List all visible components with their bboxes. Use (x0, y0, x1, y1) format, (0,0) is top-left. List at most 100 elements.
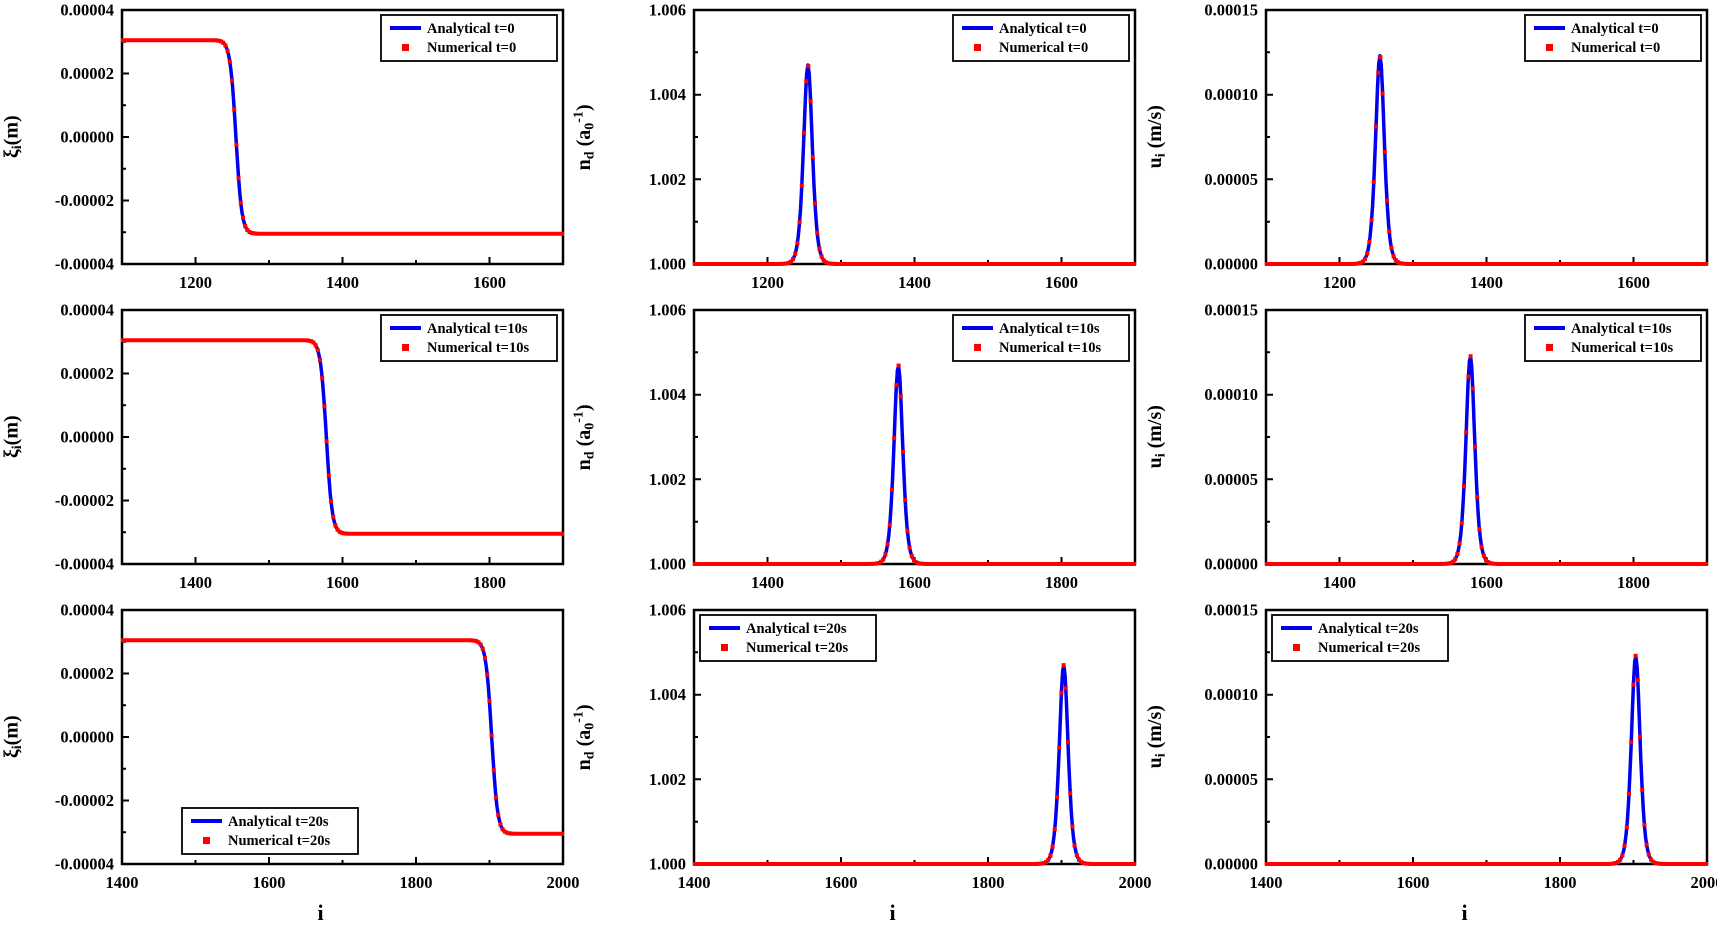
y-tick-label: 0.00010 (1204, 685, 1258, 704)
y-tick-label: 0.00015 (1204, 301, 1258, 320)
x-tick-label: 1200 (751, 273, 784, 292)
y-axis-label-text: nd (a0-1) (572, 404, 599, 470)
x-tick-label: 1600 (898, 573, 931, 592)
y-tick-label: 1.000 (649, 255, 686, 274)
x-tick-label: 2000 (1691, 873, 1717, 892)
y-tick-label: 0.00004 (60, 301, 114, 320)
y-tick-label: 0.00000 (60, 128, 114, 147)
y-tick-label: 0.00004 (60, 601, 114, 620)
y-tick-label: 0.00005 (1204, 170, 1258, 189)
legend-square-sample (974, 44, 981, 51)
y-axis-label-text: ui (m/s) (1144, 105, 1170, 168)
legend-square-sample (1546, 44, 1553, 51)
y-axis-label: ui (m/s) (1144, 300, 1170, 574)
x-tick-label: 1600 (1045, 273, 1078, 292)
chart-svg: 14001600180020000.000000.000050.000100.0… (1170, 600, 1715, 900)
y-tick-label: -0.00002 (55, 191, 114, 210)
x-tick-label: 1400 (1470, 273, 1503, 292)
chart-cell-ui-t20s: ui (m/s) 14001600180020000.000000.000050… (1144, 600, 1716, 921)
legend-square-sample (1546, 344, 1553, 351)
y-tick-label: 1.000 (649, 855, 686, 874)
legend: Analytical t=20s Numerical t=20s (1272, 615, 1448, 661)
legend-square-sample (402, 44, 409, 51)
x-tick-label: 1800 (473, 573, 506, 592)
x-tick-label: 1600 (1617, 273, 1650, 292)
y-axis-label: ξi(m) (0, 300, 26, 574)
y-tick-label: 0.00015 (1204, 1, 1258, 20)
y-tick-label: 0.00002 (60, 64, 114, 83)
legend-label-numerical: Numerical t=20s (746, 640, 848, 656)
y-axis-label-text: ui (m/s) (1144, 705, 1170, 768)
y-tick-label: 1.004 (649, 685, 686, 704)
legend-square-sample (203, 837, 210, 844)
legend-label-analytical: Analytical t=20s (1318, 621, 1419, 637)
y-axis-label-text: ξi(m) (0, 716, 26, 759)
chart-cell-xi-t10s: ξi(m) 1400 1600 1800 -0.00004 -0.00002 0.0000… (0, 300, 572, 600)
x-tick-label: 1200 (1323, 273, 1356, 292)
y-tick-label: 0.00000 (1204, 555, 1258, 574)
x-tick-label: 1600 (326, 573, 359, 592)
x-tick-label: 1400 (751, 573, 784, 592)
y-axis-label: ξi(m) (0, 0, 26, 274)
legend-label-analytical: Analytical t=10s (427, 321, 528, 337)
y-tick-label: -0.00002 (55, 491, 114, 510)
y-tick-label: 1.004 (649, 85, 686, 104)
x-tick-label: 1800 (1045, 573, 1078, 592)
y-tick-label: -0.00004 (55, 555, 114, 574)
x-tick-label: 1400 (1250, 873, 1283, 892)
y-tick-label: -0.00002 (55, 791, 114, 810)
y-axis-label-text: ξi(m) (0, 116, 26, 159)
y-tick-label: 1.006 (649, 301, 686, 320)
legend-label-numerical: Numerical t=20s (1318, 640, 1420, 656)
x-tick-label: 1800 (400, 873, 433, 892)
y-tick-label: 0.00000 (60, 728, 114, 747)
y-axis-label-text: nd (a0-1) (572, 104, 599, 170)
legend-label-analytical: Analytical t=20s (228, 814, 329, 830)
x-tick-label: 1600 (253, 873, 286, 892)
x-axis-label: i (26, 900, 571, 921)
x-tick-label: 1800 (972, 873, 1005, 892)
legend-label-analytical: Analytical t=0 (1571, 21, 1659, 37)
legend-label-numerical: Numerical t=0 (1571, 40, 1660, 56)
x-tick-label: 1400 (179, 573, 212, 592)
x-tick-label: 1400 (678, 873, 711, 892)
chart-ui-t20s: 14001600180020000.000000.000050.000100.0… (1170, 600, 1715, 900)
y-axis-label-text: nd (a0-1) (572, 704, 599, 770)
y-axis-label: ui (m/s) (1144, 600, 1170, 874)
legend-square-sample (402, 344, 409, 351)
legend-label-numerical: Numerical t=10s (999, 340, 1101, 356)
y-tick-label: 0.00000 (1204, 855, 1258, 874)
y-tick-label: 0.00004 (60, 1, 114, 20)
legend-label-numerical: Numerical t=20s (228, 833, 330, 849)
x-tick-label: 1400 (898, 273, 931, 292)
legend: Analytical t=20s Numerical t=20s (182, 808, 358, 854)
x-tick-label: 1600 (1470, 573, 1503, 592)
y-tick-label: -0.00004 (55, 255, 114, 274)
legend-square-sample (721, 644, 728, 651)
x-axis-label: i (598, 900, 1143, 921)
y-axis-label: nd (a0-1) (572, 600, 598, 874)
x-tick-label: 1600 (825, 873, 858, 892)
